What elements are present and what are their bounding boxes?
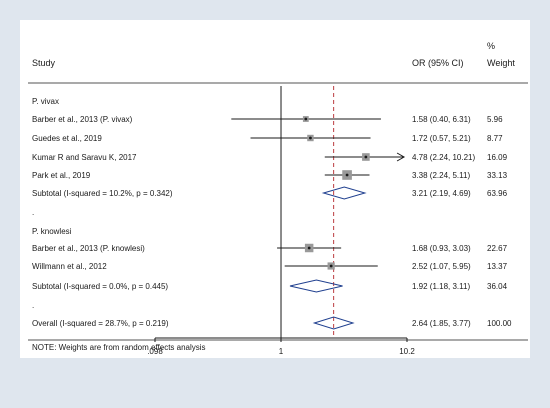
or-ci-value: 1.72 (0.57, 5.21)	[412, 134, 471, 143]
footnote: NOTE: Weights are from random effects an…	[28, 339, 528, 352]
weight-value: 63.96	[487, 189, 508, 198]
forest-row-study: Barber et al., 2013 (P. knowlesi) 1.68 (0…	[32, 243, 508, 253]
forest-row-subtotal: Subtotal (I-squared = 10.2%, p = 0.342) 3…	[32, 186, 508, 200]
table-header: % Study OR (95% CI) Weight	[28, 41, 528, 84]
forest-row-group: P. knowlesi	[32, 227, 72, 236]
or-ci-value: 1.92 (1.18, 3.11)	[412, 282, 470, 291]
weight-value: 100.00	[487, 319, 512, 328]
or-ci-value: 1.58 (0.40, 6.31)	[412, 115, 471, 124]
separator-dot: .	[32, 301, 34, 310]
separator-dot: .	[32, 208, 34, 217]
subtotal-diamond	[289, 279, 343, 293]
header-weight: Weight	[487, 58, 515, 68]
subtotal-label: Subtotal (I-squared = 10.2%, p = 0.342)	[32, 189, 173, 198]
study-label: Willmann et al., 2012	[32, 262, 107, 271]
group-label: P. vivax	[32, 97, 59, 106]
forest-row-overall: Overall (I-squared = 28.7%, p = 0.219) 2.…	[32, 316, 512, 330]
x-tick-label: 10.2	[399, 347, 415, 356]
forest-row-study: Park et al., 2019 3.38 (2.24, 5.11) 33.13	[32, 170, 508, 180]
weight-value: 33.13	[487, 171, 508, 180]
or-ci-value: 4.78 (2.24, 10.21)	[412, 153, 475, 162]
header-study: Study	[32, 58, 56, 68]
forest-row-group: P. vivax	[32, 97, 59, 106]
point-estimate	[345, 173, 349, 177]
weight-value: 16.09	[487, 153, 508, 162]
forest-rows: P. vivax Barber et al., 2013 (P. vivax) 1.…	[32, 86, 512, 338]
study-label: Park et al., 2019	[32, 171, 91, 180]
group-label: P. knowlesi	[32, 227, 72, 236]
or-ci-value: 2.52 (1.07, 5.95)	[412, 262, 471, 271]
x-tick-label: 1	[279, 347, 284, 356]
point-estimate	[364, 155, 368, 159]
or-ci-value: 3.38 (2.24, 5.11)	[412, 171, 470, 180]
plot-background	[20, 20, 530, 358]
overall-label: Overall (I-squared = 28.7%, p = 0.219)	[32, 319, 169, 328]
header-or-ci: OR (95% CI)	[412, 58, 464, 68]
weight-value: 13.37	[487, 262, 508, 271]
x-tick-label: .098	[147, 347, 163, 356]
study-label: Guedes et al., 2019	[32, 134, 102, 143]
study-label: Kumar R and Saravu K, 2017	[32, 153, 137, 162]
study-label: Barber et al., 2013 (P. vivax)	[32, 115, 133, 124]
forest-row-sep: .	[32, 208, 34, 217]
forest-row-subtotal: Subtotal (I-squared = 0.0%, p = 0.445) 1.…	[32, 279, 508, 293]
point-estimate	[307, 246, 311, 250]
ci-arrow	[396, 152, 406, 162]
forest-row-study: Barber et al., 2013 (P. vivax) 1.58 (0.40…	[32, 115, 503, 124]
point-estimate	[304, 117, 308, 121]
or-ci-value: 3.21 (2.19, 4.69)	[412, 189, 471, 198]
forest-row-sep: .	[32, 301, 34, 310]
study-label: Barber et al., 2013 (P. knowlesi)	[32, 244, 145, 253]
forest-row-study: Kumar R and Saravu K, 2017 4.78 (2.24, 10…	[32, 152, 508, 162]
weight-value: 8.77	[487, 134, 503, 143]
subtotal-label: Subtotal (I-squared = 0.0%, p = 0.445)	[32, 282, 168, 291]
weight-value: 22.67	[487, 244, 508, 253]
or-ci-value: 2.64 (1.85, 3.77)	[412, 319, 471, 328]
forest-row-study: Guedes et al., 2019 1.72 (0.57, 5.21) 8.77	[32, 134, 503, 143]
forest-row-study: Willmann et al., 2012 2.52 (1.07, 5.95) 13…	[32, 262, 508, 271]
or-ci-value: 1.68 (0.93, 3.03)	[412, 244, 471, 253]
point-estimate	[329, 264, 333, 268]
weight-value: 36.04	[487, 282, 508, 291]
header-pct: %	[487, 41, 495, 51]
note-text: NOTE: Weights are from random effects an…	[32, 343, 206, 352]
subtotal-diamond	[321, 186, 367, 200]
point-estimate	[309, 136, 312, 140]
weight-value: 5.96	[487, 115, 503, 124]
overall-diamond	[312, 316, 355, 330]
